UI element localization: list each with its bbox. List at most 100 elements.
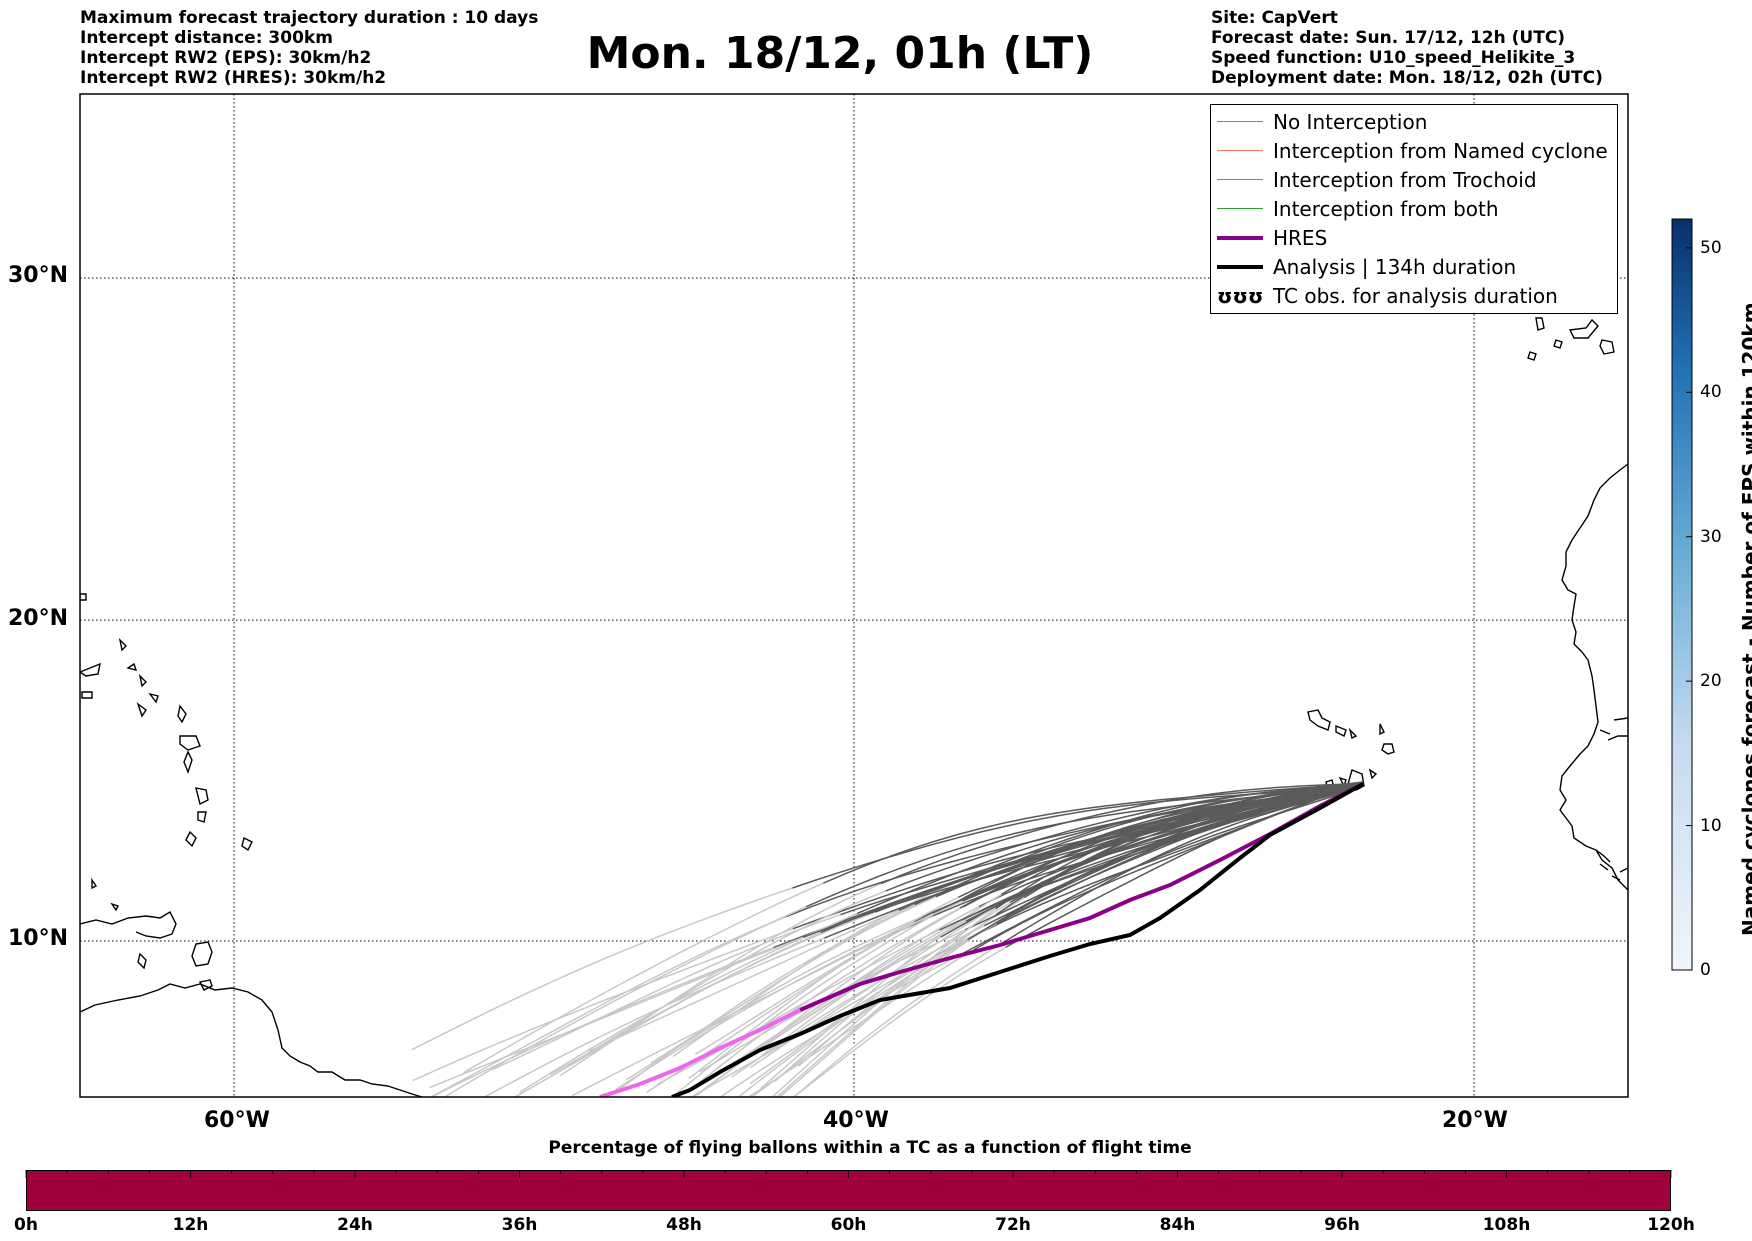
time-tick-label: 120h	[1647, 1215, 1695, 1235]
time-tick-label: 60h	[830, 1215, 867, 1235]
legend-swatch	[1217, 179, 1263, 180]
eps-trajectory-line	[964, 785, 1364, 931]
puerto-rico-island	[80, 662, 101, 677]
legend-label: No Interception	[1273, 110, 1428, 134]
eps-trajectory-line	[411, 887, 793, 1051]
virgin-islands	[126, 662, 159, 718]
legend-item-analysis: Analysis | 134h duration	[1211, 253, 1617, 282]
grenada-island	[185, 830, 197, 848]
legend-swatch	[1217, 208, 1263, 209]
map-legend: No Interception Interception from Named …	[1210, 104, 1618, 314]
africa-coast	[1559, 463, 1628, 891]
senegal-gambia-coast	[1599, 717, 1628, 741]
south-america-coast	[80, 983, 423, 1097]
eps-trajectory-line	[463, 882, 824, 1074]
cape-verde-sal	[1379, 723, 1385, 736]
trinidad-island	[191, 941, 213, 967]
legend-swatch	[1217, 236, 1263, 240]
eps-trajectory-line	[491, 913, 841, 1071]
cape-verde-santo-antao	[1307, 709, 1331, 731]
graticule	[80, 94, 1628, 1097]
intercept-hres-text: Intercept RW2 (HRES): 30km/h2	[80, 68, 387, 88]
colorbar-tick-label: 40	[1700, 382, 1722, 403]
eps-trajectory-line	[962, 783, 1364, 902]
time-tick-label: 96h	[1324, 1215, 1360, 1235]
eps-trajectory-line	[429, 915, 787, 1097]
venezuela-coast	[80, 911, 177, 939]
time-tick-label: 36h	[501, 1215, 538, 1235]
eps-trajectory-line	[656, 929, 940, 1086]
analysis-trajectory-line	[671, 782, 1364, 1097]
time-tick-label: 84h	[1159, 1215, 1196, 1235]
eps-trajectory-line	[885, 783, 1364, 892]
legend-swatch	[1217, 121, 1263, 122]
colorbar-tick-label: 0	[1700, 960, 1711, 980]
intercept-eps-text: Intercept RW2 (EPS): 30km/h2	[80, 48, 372, 68]
lat-label-10n: 10°N	[8, 926, 69, 951]
barbados-island	[241, 836, 253, 852]
eps-trajectory-line	[671, 914, 933, 1097]
canary-la-palma	[1535, 317, 1545, 331]
eps-trajectory-line	[429, 936, 804, 1089]
eps-trajectory-line	[939, 781, 1364, 931]
small-island	[81, 691, 93, 699]
legend-label: TC obs. for analysis duration	[1273, 284, 1558, 308]
canary-gran-canaria	[1599, 339, 1615, 355]
eps-trajectory-line	[933, 781, 1364, 958]
legend-item-hres: HRES	[1211, 224, 1617, 253]
eps-trajectory-line	[731, 925, 985, 1078]
intercept-distance-text: Intercept distance: 300km	[80, 28, 333, 48]
eps-trajectory-line	[695, 900, 963, 1055]
legend-label: Analysis | 134h duration	[1273, 255, 1517, 279]
eps-trajectory-line	[824, 785, 1364, 939]
eps-trajectory-line	[571, 935, 889, 1097]
eps-trajectory-line	[567, 890, 887, 1067]
legend-label: Interception from both	[1273, 197, 1499, 221]
lon-label-60w: 60°W	[204, 1108, 270, 1133]
eps-trajectory-line	[752, 922, 998, 1097]
cape-verde-maio	[1368, 768, 1378, 780]
max-duration-text: Maximum forecast trajectory duration : 1…	[80, 8, 539, 28]
guadeloupe-island	[177, 704, 187, 724]
eps-trajectory-line	[412, 928, 794, 1082]
legend-swatch	[1217, 265, 1263, 269]
dominica-island	[179, 735, 201, 751]
colorbar-tick-label: 50	[1700, 237, 1722, 258]
eps-trajectory-line	[967, 785, 1364, 941]
deployment-date-text: Deployment date: Mon. 18/12, 02h (UTC)	[1211, 68, 1603, 88]
eps-trajectory-line	[443, 906, 807, 1097]
eps-trajectory-line	[771, 908, 997, 1097]
eps-trajectory-line	[588, 909, 899, 1052]
canary-gomera	[1553, 339, 1563, 349]
st-lucia-island	[195, 787, 209, 806]
eps-trajectory-line	[747, 949, 974, 1097]
legend-swatch	[1217, 150, 1263, 151]
legend-label: Interception from Named cyclone	[1273, 139, 1608, 163]
eps-trajectory-line	[802, 781, 1364, 939]
small-islands	[91, 877, 119, 912]
canary-hierro	[1527, 351, 1537, 361]
time-tick-label: 72h	[995, 1215, 1031, 1235]
legend-item-no-interception: No Interception	[1211, 108, 1617, 137]
legend-item-trochoid: Interception from Trochoid	[1211, 166, 1617, 195]
small-island	[137, 952, 147, 970]
eps-trajectory-line	[914, 785, 1364, 906]
lon-label-20w: 20°W	[1442, 1108, 1508, 1133]
eps-trajectory-line	[615, 904, 916, 1093]
time-bar-title: Percentage of flying ballons within a TC…	[548, 1138, 1192, 1158]
canary-tenerife	[1568, 318, 1599, 339]
eps-trajectory-line	[690, 907, 961, 1090]
legend-item-tc-obs: ʊʊʊ TC obs. for analysis duration	[1211, 282, 1617, 311]
time-tick-label: 108h	[1482, 1215, 1531, 1235]
time-tick-label: 48h	[666, 1215, 702, 1235]
legend-item-both: Interception from both	[1211, 195, 1617, 224]
eps-trajectory-line	[792, 941, 1004, 1097]
lon-label-40w: 40°W	[823, 1108, 889, 1133]
forecast-date-text: Forecast date: Sun. 17/12, 12h (UTC)	[1211, 28, 1566, 48]
legend-label: Interception from Trochoid	[1273, 168, 1537, 192]
eps-trajectory-line	[513, 931, 821, 1097]
colorbar-tick-label: 10	[1700, 815, 1722, 836]
tc-obs-symbol-icon: ʊʊʊ	[1217, 284, 1264, 308]
legend-item-named-cyclone: Interception from Named cyclone	[1211, 137, 1617, 166]
